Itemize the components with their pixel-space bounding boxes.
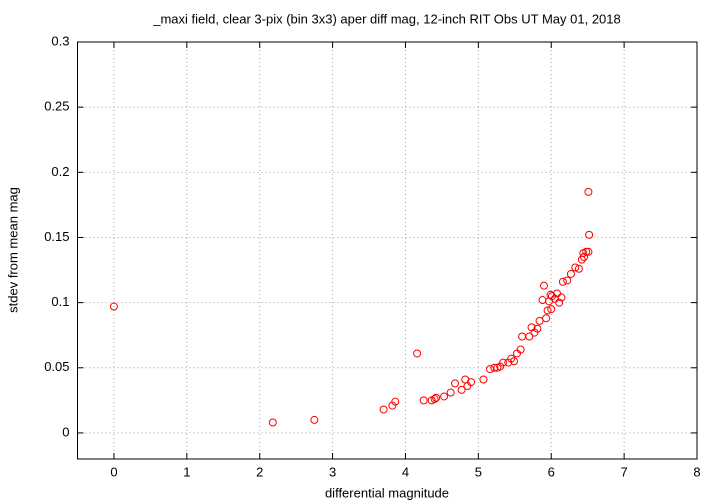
x-tick-label: 3: [329, 464, 336, 479]
point: [584, 247, 593, 256]
y-tick-label: 0.3: [51, 33, 69, 48]
point: [419, 396, 428, 405]
point: [525, 332, 534, 341]
y-tick-label: 0.25: [44, 99, 69, 114]
x-tick-label: 8: [693, 464, 700, 479]
y-tick-label: 0.05: [44, 359, 69, 374]
x-tick-label: 2: [256, 464, 263, 479]
y-tick-label: 0.2: [51, 164, 69, 179]
x-axis-label: differential magnitude: [325, 485, 449, 500]
point: [310, 415, 319, 424]
point: [451, 379, 460, 388]
y-tick-label: 0.15: [44, 229, 69, 244]
point: [432, 393, 441, 402]
point: [510, 357, 519, 366]
point: [467, 378, 476, 387]
point: [555, 298, 564, 307]
y-tick-label: 0.1: [51, 294, 69, 309]
x-tick-label: 0: [110, 464, 117, 479]
point: [543, 306, 552, 315]
point: [479, 375, 488, 384]
point: [457, 385, 466, 394]
point: [582, 247, 591, 256]
point: [446, 388, 455, 397]
chart-title: _maxi field, clear 3-pix (bin 3x3) aper …: [152, 11, 621, 26]
point: [490, 363, 499, 372]
point: [580, 253, 589, 262]
point: [585, 230, 594, 239]
point: [547, 305, 556, 314]
point: [535, 316, 544, 325]
y-tick-label: 0: [62, 424, 69, 439]
point: [499, 358, 508, 367]
point: [440, 392, 449, 401]
point: [571, 263, 580, 272]
point: [566, 269, 575, 278]
point: [563, 276, 572, 285]
x-tick-label: 1: [183, 464, 190, 479]
y-axis-label: stdev from mean mag: [5, 187, 20, 313]
point: [379, 405, 388, 414]
point: [430, 395, 439, 404]
x-tick-label: 5: [475, 464, 482, 479]
plot-frame: [77, 41, 698, 460]
point: [584, 187, 593, 196]
point: [391, 397, 400, 406]
point: [518, 332, 527, 341]
point: [547, 292, 556, 301]
point: [558, 277, 567, 286]
point: [542, 314, 551, 323]
point: [574, 264, 583, 273]
point: [557, 293, 566, 302]
point: [486, 365, 495, 374]
x-tick-label: 7: [621, 464, 628, 479]
point: [533, 324, 542, 333]
point: [539, 281, 548, 290]
point: [553, 289, 562, 298]
point: [507, 354, 516, 363]
x-tick-label: 6: [548, 464, 555, 479]
point: [268, 418, 277, 427]
point: [109, 302, 118, 311]
x-tick-label: 4: [402, 464, 409, 479]
point: [413, 349, 422, 358]
point: [516, 345, 525, 354]
